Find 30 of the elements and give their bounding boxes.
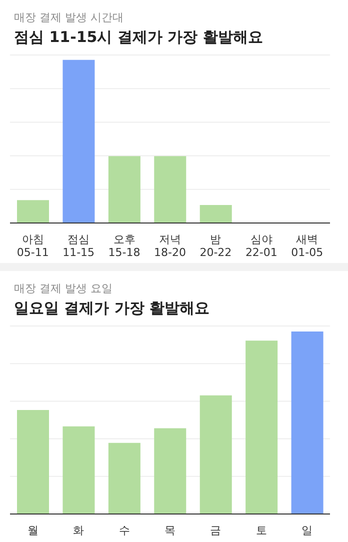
x-tick-label: 새벽 01-05	[291, 233, 324, 259]
x-tick-label: 저녁 18-20	[154, 233, 186, 259]
x-tick-label: 수	[118, 524, 130, 537]
bar	[246, 340, 278, 514]
bar	[17, 200, 49, 223]
bar	[62, 426, 95, 514]
x-tick-label: 토	[256, 524, 267, 537]
bar	[108, 156, 140, 223]
x-tick-label: 월	[27, 524, 38, 537]
bar	[200, 395, 232, 514]
x-tick-label: 심야 22-01	[245, 233, 278, 259]
x-tick-label: 오후 15-18	[108, 233, 140, 259]
chart-title: 일요일 결제가 가장 활발해요	[14, 299, 211, 318]
bar	[154, 428, 186, 514]
x-tick-label: 화	[73, 524, 84, 537]
chart-subtitle: 매장 결제 발생 시간대	[14, 10, 124, 25]
x-tick-label: 밤 20-22	[200, 233, 232, 259]
bar	[291, 331, 324, 514]
bar	[154, 156, 186, 223]
bar	[17, 410, 49, 514]
x-tick-label: 일	[302, 524, 313, 537]
x-tick-label: 아침 05-11	[16, 233, 49, 259]
bar	[62, 60, 95, 223]
bar	[200, 205, 232, 223]
x-tick-label: 목	[164, 524, 176, 537]
bar	[108, 442, 140, 514]
x-tick-label: 금	[210, 524, 222, 537]
chart-subtitle: 매장 결제 발생 요일	[14, 281, 114, 296]
chart-title: 점심 11-15시 결제가 가장 활발해요	[14, 28, 264, 47]
x-tick-label: 점심 11-15	[62, 233, 95, 259]
